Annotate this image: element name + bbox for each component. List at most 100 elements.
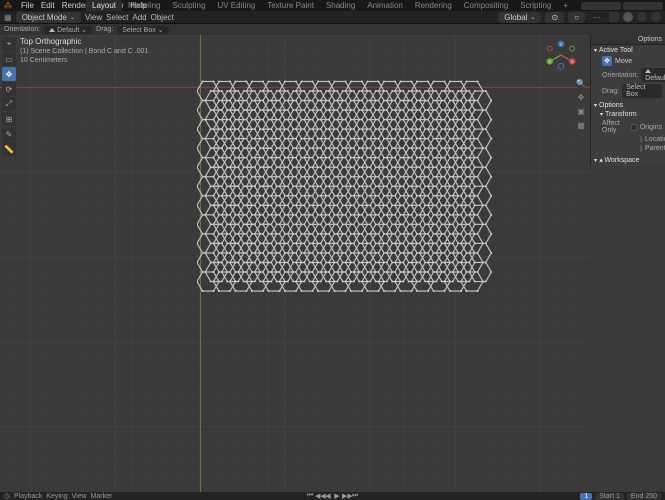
play-reverse-icon[interactable]: ◀	[324, 492, 332, 500]
persp-ortho-icon[interactable]: ▦	[575, 119, 587, 131]
menu-select[interactable]: Select	[106, 13, 128, 22]
parents-label: Parents	[645, 145, 665, 152]
marker-menu[interactable]: Marker	[91, 493, 113, 500]
scene-layer-selectors	[581, 0, 663, 11]
keying-menu[interactable]: Keying	[46, 493, 67, 500]
active-tool-header[interactable]: Active Tool	[594, 46, 662, 55]
view-menu[interactable]: View	[72, 493, 87, 500]
menu-add[interactable]: Add	[132, 13, 146, 22]
zoom-icon[interactable]: 🔍	[575, 77, 587, 89]
hexagonal-mesh-object[interactable]	[197, 80, 557, 440]
cursor-tool-button[interactable]: ⌖	[2, 37, 16, 51]
current-frame[interactable]: 1	[580, 493, 592, 500]
tool-name: Move	[615, 58, 632, 65]
n-panel: Options Active Tool ✥ Move Orientation: …	[590, 35, 665, 166]
shading-solid-icon[interactable]	[623, 12, 633, 22]
menu-object[interactable]: Object	[151, 13, 174, 22]
transform-section-header[interactable]: Transform	[594, 110, 662, 119]
svg-text:X: X	[571, 59, 574, 64]
menu-file[interactable]: File	[21, 1, 34, 10]
scene-selector[interactable]	[581, 2, 621, 10]
orientation-label: Orientation:	[4, 26, 40, 33]
toolbar-overflow[interactable]: ···	[593, 13, 601, 22]
grid-scale: 10 Centimeters	[20, 56, 148, 65]
jump-end-icon[interactable]: ⏭	[351, 492, 359, 500]
end-frame[interactable]: End 250	[627, 493, 661, 500]
options-section-header[interactable]: Options	[594, 101, 662, 110]
left-toolbar: ⌖▭✥⟳⤢⊞✎📏	[2, 37, 16, 156]
frame-controls: 1 Start 1 End 250	[580, 493, 661, 500]
locations-checkbox[interactable]	[640, 136, 642, 143]
orientation-value[interactable]: Default ⌄	[44, 26, 92, 34]
orientation-global[interactable]: Global ⌄	[498, 12, 541, 23]
locations-label: Locations	[645, 136, 665, 143]
workspace-tabs: LayoutModelingSculptingUV EditingTexture…	[86, 0, 574, 11]
annotate-tool-button[interactable]: ✎	[2, 127, 16, 141]
timeline-bar: ◷ Playback Keying View Marker ⏮ ◀◀ ◀ ▶ ▶…	[0, 492, 665, 500]
workspace-tab-scripting[interactable]: Scripting	[514, 0, 557, 11]
menu-render[interactable]: Render	[62, 1, 88, 10]
shading-rendered-icon[interactable]	[651, 12, 661, 22]
panel-drag-value[interactable]: Select Box	[622, 84, 662, 98]
add-workspace-button[interactable]: +	[557, 0, 574, 11]
viewport-overlay-text: Top Orthographic (1) Scene Collection | …	[20, 37, 148, 66]
workspace-section-header[interactable]: ▸ Workspace	[594, 155, 662, 165]
view-name: Top Orthographic	[20, 37, 148, 47]
select-tool-button[interactable]: ▭	[2, 52, 16, 66]
menu-view[interactable]: View	[85, 13, 102, 22]
header-toolbar: ▦ Object Mode ⌄ View Select Add Object G…	[0, 11, 665, 24]
app-logo-icon: ⁂	[4, 1, 14, 11]
editor-type-icon[interactable]: ▦	[4, 13, 12, 22]
jump-start-icon[interactable]: ⏮	[306, 492, 314, 500]
playback-menu[interactable]: Playback	[14, 493, 42, 500]
timeline-editor-icon[interactable]: ◷	[4, 492, 10, 500]
panel-orientation-value[interactable]: Default	[641, 68, 665, 82]
transform-tool-button[interactable]: ⊞	[2, 112, 16, 126]
proportional-toggle[interactable]: ○	[568, 12, 585, 23]
rotate-tool-button[interactable]: ⟳	[2, 82, 16, 96]
pan-icon[interactable]: ✥	[575, 91, 587, 103]
panel-drag-label: Drag:	[602, 88, 619, 95]
nav-gizmo[interactable]: X Y Z	[545, 39, 577, 71]
workspace-tab-compositing[interactable]: Compositing	[458, 0, 514, 11]
workspace-tab-uv editing[interactable]: UV Editing	[211, 0, 261, 11]
workspace-tab-layout[interactable]: Layout	[86, 0, 122, 11]
mode-select[interactable]: Object Mode ⌄	[16, 12, 81, 23]
start-frame[interactable]: Start 1	[595, 493, 624, 500]
parents-checkbox[interactable]	[640, 145, 642, 152]
viewlayer-selector[interactable]	[623, 2, 663, 10]
measure-tool-button[interactable]: 📏	[2, 142, 16, 156]
play-icon[interactable]: ▶	[333, 492, 341, 500]
snap-toggle[interactable]: ⊙	[545, 12, 564, 23]
shading-wire-icon[interactable]	[609, 12, 619, 22]
3d-viewport[interactable]	[0, 35, 665, 492]
menu-edit[interactable]: Edit	[41, 1, 55, 10]
keyframe-prev-icon[interactable]: ◀◀	[315, 492, 323, 500]
move-tool-icon: ✥	[602, 56, 612, 66]
origins-checkbox[interactable]	[631, 124, 637, 131]
camera-icon[interactable]: ▣	[575, 105, 587, 117]
workspace-tab-shading[interactable]: Shading	[320, 0, 361, 11]
move-tool-button[interactable]: ✥	[2, 67, 16, 81]
shading-matprev-icon[interactable]	[637, 12, 647, 22]
top-menu-bar: ⁂ File Edit Render Window Help LayoutMod…	[0, 0, 665, 11]
keyframe-next-icon[interactable]: ▶▶	[342, 492, 350, 500]
scale-tool-button[interactable]: ⤢	[2, 97, 16, 111]
workspace-tab-texture paint[interactable]: Texture Paint	[261, 0, 320, 11]
workspace-tab-sculpting[interactable]: Sculpting	[167, 0, 212, 11]
object-path: (1) Scene Collection | Bond C and C .001	[20, 47, 148, 56]
origins-label: Origins	[640, 124, 662, 131]
workspace-tab-modeling[interactable]: Modeling	[122, 0, 166, 11]
workspace-tab-animation[interactable]: Animation	[361, 0, 409, 11]
svg-text:Y: Y	[548, 59, 551, 64]
drag-value[interactable]: Select Box ⌄	[117, 26, 168, 34]
options-tab[interactable]: Options	[638, 36, 662, 43]
affect-only-label: Affect Only	[602, 120, 628, 134]
workspace-tab-rendering[interactable]: Rendering	[409, 0, 458, 11]
viewport-side-controls: 🔍 ✥ ▣ ▦	[575, 77, 587, 131]
playback-controls: ⏮ ◀◀ ◀ ▶ ▶▶ ⏭	[306, 492, 359, 500]
panel-orientation-label: Orientation:	[602, 72, 638, 79]
tool-settings-bar: Orientation: Default ⌄ Drag: Select Box …	[0, 24, 665, 35]
drag-label: Drag:	[96, 26, 113, 33]
main-area: Top Orthographic (1) Scene Collection | …	[0, 35, 665, 492]
